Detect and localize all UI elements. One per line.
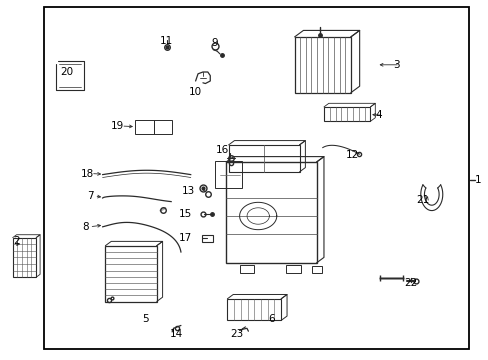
Text: 2: 2 [13,236,20,246]
Text: 8: 8 [82,222,89,232]
Text: 7: 7 [87,191,94,201]
Bar [202,235,212,242]
Text: 16: 16 [215,145,229,156]
Text: 23: 23 [230,329,244,339]
Bar [13,238,36,277]
Text: 13: 13 [181,186,195,196]
Bar [294,37,350,93]
Text: 10: 10 [189,87,202,97]
Bar [311,266,321,273]
Bar [135,120,153,134]
Bar [323,107,370,121]
Text: 11: 11 [159,36,173,46]
Bar [227,299,281,320]
Text: 12: 12 [345,150,358,160]
Bar [285,265,300,273]
Text: 3: 3 [392,60,399,70]
Bar [105,246,156,302]
Bar [228,145,299,172]
Text: 14: 14 [169,329,183,339]
Text: 9: 9 [211,38,218,48]
Bar [239,265,254,273]
Text: 20: 20 [61,67,73,77]
Text: 5: 5 [142,314,149,324]
Text: 4: 4 [375,110,382,120]
Bar [215,161,241,188]
Bar [153,120,172,134]
Text: 1: 1 [473,175,480,185]
Text: 19: 19 [110,121,124,131]
Text: 6: 6 [267,314,274,324]
Text: 18: 18 [80,168,94,179]
Text: 21: 21 [415,195,429,205]
Bar [225,162,316,263]
Text: 15: 15 [179,209,192,219]
Bar [44,7,468,349]
Text: 22: 22 [403,278,417,288]
Text: 17: 17 [179,233,192,243]
